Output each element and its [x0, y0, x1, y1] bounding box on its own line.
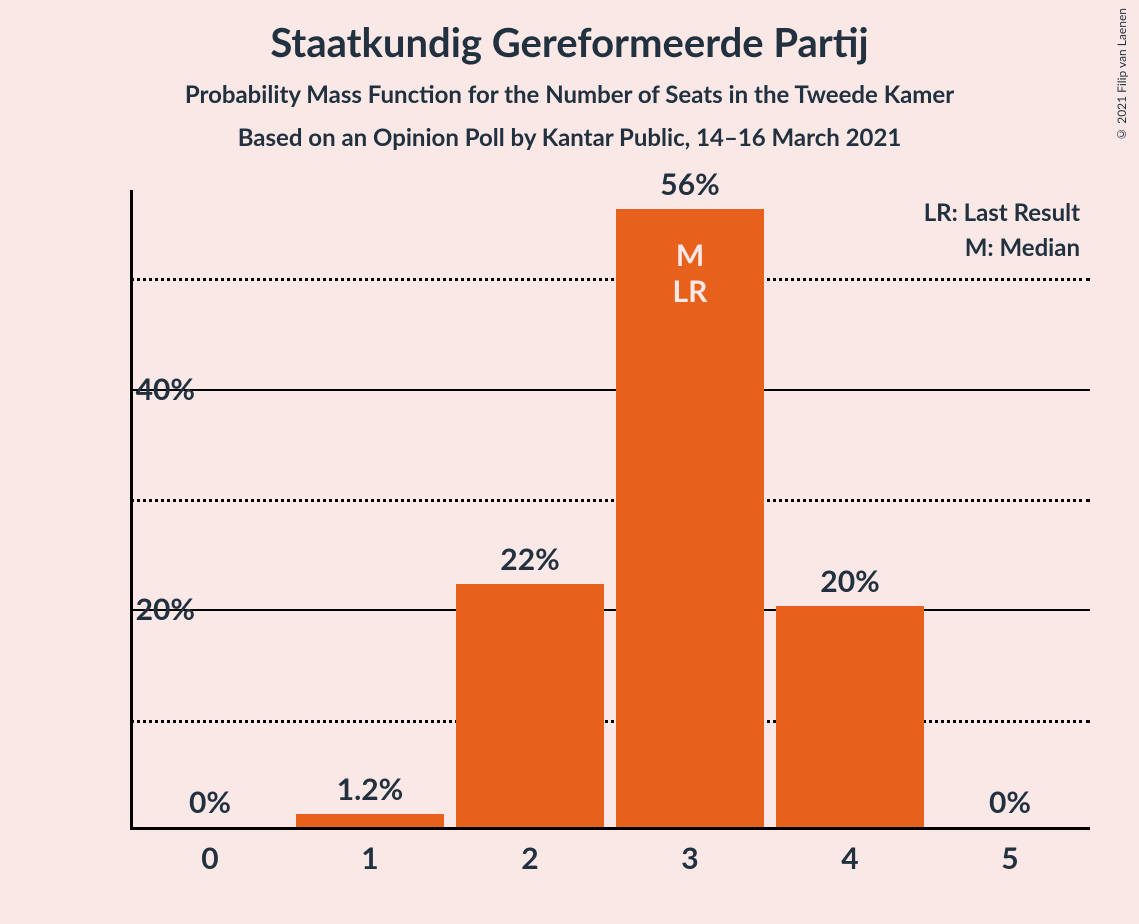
- gridline-major: [130, 389, 1090, 391]
- x-tick-label: 4: [820, 840, 880, 876]
- y-tick-label: 20%: [115, 591, 195, 627]
- x-tick-label: 5: [980, 840, 1040, 876]
- chart-subtitle-2: Based on an Opinion Poll by Kantar Publi…: [0, 123, 1139, 152]
- x-tick-label: 0: [180, 840, 240, 876]
- bar-value-label: 0%: [130, 784, 290, 820]
- chart-subtitle-1: Probability Mass Function for the Number…: [0, 80, 1139, 109]
- x-axis-line: [130, 827, 1090, 830]
- bar: [456, 584, 604, 827]
- y-tick-label: 40%: [115, 371, 195, 407]
- bar: [776, 606, 924, 827]
- gridline-major: [130, 609, 1090, 611]
- bar: MLR: [616, 209, 764, 827]
- chart-area: LR: Last Result M: Median 20%40%0%01.2%1…: [50, 190, 1110, 890]
- bar-value-label: 56%: [610, 166, 770, 202]
- gridline-minor: [130, 499, 1090, 502]
- bar-annotation: MLR: [616, 237, 764, 309]
- legend-m: M: Median: [924, 233, 1080, 262]
- bar-value-label: 0%: [930, 784, 1090, 820]
- legend-lr: LR: Last Result: [924, 198, 1080, 227]
- chart-title: Staatkundig Gereformeerde Partij: [0, 0, 1139, 66]
- plot-area: LR: Last Result M: Median 20%40%0%01.2%1…: [130, 190, 1090, 830]
- bar-value-label: 1.2%: [290, 771, 450, 807]
- x-tick-label: 1: [340, 840, 400, 876]
- gridline-minor: [130, 278, 1090, 281]
- bar-value-label: 22%: [450, 541, 610, 577]
- y-axis-line: [130, 190, 133, 830]
- gridline-minor: [130, 720, 1090, 723]
- x-tick-label: 2: [500, 840, 560, 876]
- bar-value-label: 20%: [770, 563, 930, 599]
- x-tick-label: 3: [660, 840, 720, 876]
- legend: LR: Last Result M: Median: [924, 198, 1080, 268]
- copyright-text: © 2021 Filip van Laenen: [1114, 8, 1129, 142]
- bar: [296, 814, 444, 827]
